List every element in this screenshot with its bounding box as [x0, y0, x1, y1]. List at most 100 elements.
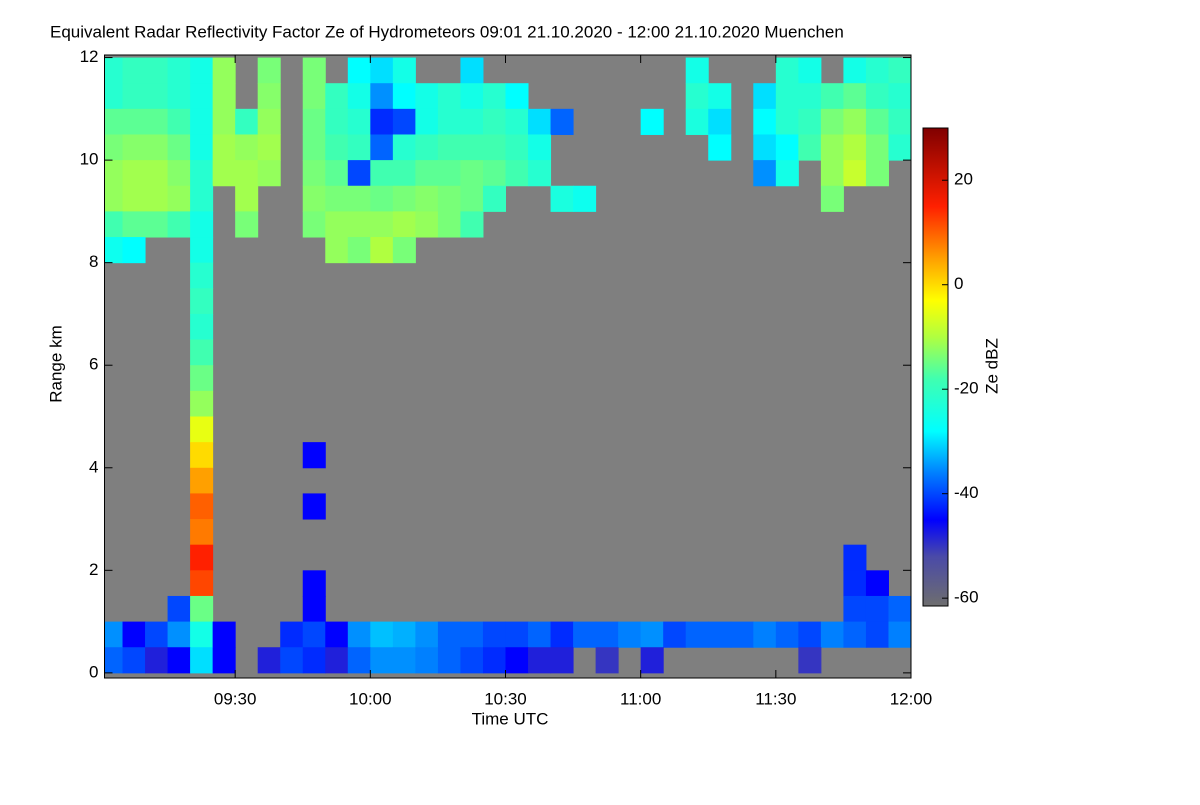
heatmap-cell	[392, 108, 416, 135]
heatmap-cell	[775, 108, 799, 135]
heatmap-cell	[437, 160, 461, 187]
heatmap-cell	[685, 621, 709, 648]
heatmap-cell	[437, 621, 461, 648]
heatmap-cell	[482, 185, 506, 212]
heatmap-cell	[190, 160, 214, 187]
heatmap-cell	[190, 365, 214, 392]
heatmap-cell	[257, 160, 281, 187]
heatmap-cell	[392, 237, 416, 264]
heatmap-cell	[302, 108, 326, 135]
heatmap-cell	[640, 621, 664, 648]
heatmap-cell	[843, 595, 867, 623]
heatmap-cell	[415, 108, 439, 135]
heatmap-cell	[302, 211, 326, 238]
heatmap-cell	[820, 160, 844, 187]
heatmap-cell	[798, 621, 822, 648]
heatmap-cell	[190, 185, 214, 212]
heatmap-cell	[325, 108, 349, 135]
heatmap-cell	[347, 160, 371, 187]
heatmap-cell	[280, 621, 304, 648]
heatmap-cell	[482, 647, 506, 674]
heatmap-cell	[888, 595, 911, 623]
heatmap-cell	[190, 262, 214, 289]
heatmap-cell	[302, 647, 326, 674]
heatmap-cell	[190, 621, 214, 648]
heatmap-cell	[104, 108, 124, 135]
heatmap-cell	[392, 57, 416, 84]
heatmap-cell	[415, 621, 439, 648]
heatmap-cell	[775, 160, 799, 187]
heatmap-cell	[145, 160, 169, 187]
heatmap-cell	[865, 108, 889, 135]
heatmap-cell	[843, 108, 867, 135]
y-tick-label: 8	[89, 252, 98, 271]
heatmap-cell	[888, 621, 911, 648]
heatmap-cell	[212, 134, 236, 161]
heatmap-cell	[482, 621, 506, 648]
heatmap-cell	[392, 160, 416, 187]
heatmap-cell	[460, 211, 484, 238]
heatmap-cell	[370, 108, 394, 135]
heatmap-cell	[145, 83, 169, 110]
heatmap-cell	[370, 211, 394, 238]
heatmap-cell	[888, 134, 911, 161]
heatmap-cell	[437, 185, 461, 212]
heatmap-cell	[167, 185, 191, 212]
heatmap-cell	[708, 134, 732, 161]
heatmap-cell	[122, 108, 146, 135]
heatmap-cell	[798, 647, 822, 674]
heatmap-cell	[347, 185, 371, 212]
heatmap-cell	[843, 544, 867, 571]
heatmap-cell	[370, 237, 394, 264]
heatmap-cell	[753, 83, 777, 110]
heatmap-cell	[843, 83, 867, 110]
heatmap-cell	[865, 621, 889, 648]
heatmap-cell	[460, 57, 484, 84]
heatmap-cell	[325, 621, 349, 648]
heatmap-cell	[460, 134, 484, 161]
heatmap-cell	[122, 621, 146, 648]
heatmap-cell	[843, 160, 867, 187]
heatmap-cell	[505, 621, 529, 648]
heatmap-cell	[505, 108, 529, 135]
heatmap-cell	[145, 647, 169, 674]
heatmap-cell	[460, 108, 484, 135]
heatmap-cell	[190, 544, 214, 571]
heatmap-cell	[302, 57, 326, 84]
colorbar-tick-label: -60	[954, 588, 979, 607]
x-tick-label: 10:00	[349, 689, 392, 708]
chart-title: Equivalent Radar Reflectivity Factor Ze …	[50, 22, 844, 41]
colorbar-label: Ze dBZ	[982, 338, 1001, 394]
heatmap-cell	[437, 108, 461, 135]
heatmap-cell	[167, 211, 191, 238]
heatmap-cell	[460, 185, 484, 212]
y-tick-label: 12	[80, 47, 99, 66]
heatmap-cell	[820, 134, 844, 161]
heatmap-cell	[843, 57, 867, 84]
x-tick-label: 11:30	[755, 689, 796, 708]
heatmap-cell	[392, 134, 416, 161]
heatmap-cell	[708, 621, 732, 648]
heatmap-cell	[370, 83, 394, 110]
heatmap-cell	[392, 83, 416, 110]
heatmap-cell	[122, 211, 146, 238]
colorbar	[922, 127, 949, 607]
heatmap-cell	[122, 57, 146, 84]
heatmap-cell	[325, 160, 349, 187]
heatmap-cell	[167, 83, 191, 110]
heatmap-cell	[550, 108, 574, 135]
heatmap-cell	[190, 442, 214, 469]
heatmap-cell	[325, 647, 349, 674]
heatmap-cell	[122, 185, 146, 212]
heatmap-cell	[798, 108, 822, 135]
y-tick-label: 0	[89, 662, 98, 681]
heatmap-cell	[190, 390, 214, 417]
x-tick-label: 11:00	[620, 689, 661, 708]
heatmap-cell	[302, 570, 326, 597]
heatmap-cell	[325, 185, 349, 212]
heatmap-cell	[122, 237, 146, 264]
heatmap-cell	[190, 211, 214, 238]
heatmap-cell	[753, 134, 777, 161]
heatmap-cell	[167, 595, 191, 623]
